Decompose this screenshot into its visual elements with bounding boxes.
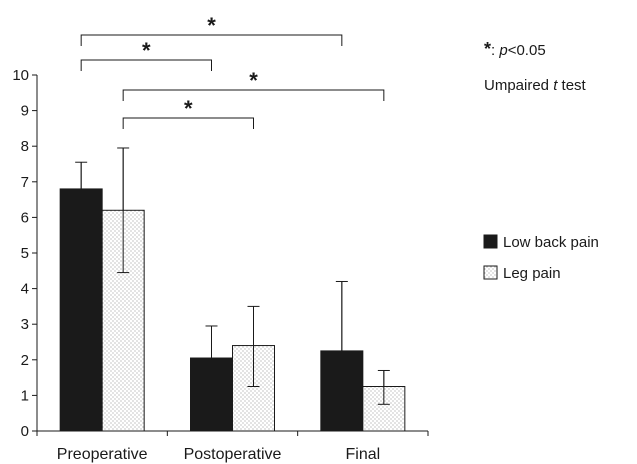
bar-group xyxy=(101,147,145,432)
significance-bracket xyxy=(122,117,254,129)
legend-swatch xyxy=(483,265,498,280)
significance-bracket xyxy=(122,89,385,101)
y-tick-label: 10 xyxy=(12,67,29,84)
note-colon: : xyxy=(491,42,499,59)
y-tick-label: 3 xyxy=(21,316,29,333)
bar-group xyxy=(320,280,364,432)
y-tick-label: 8 xyxy=(21,138,29,155)
y-tick-label: 1 xyxy=(21,387,29,404)
bar xyxy=(190,357,233,432)
note-p-variable: p xyxy=(498,42,507,59)
note-p-threshold: <0.05 xyxy=(508,42,546,59)
test-note: Umpaired t test xyxy=(484,77,587,94)
y-tick-label: 7 xyxy=(21,174,29,191)
significance-bracket xyxy=(80,34,343,46)
note-star: * xyxy=(484,39,491,59)
y-tick-label: 0 xyxy=(21,423,29,440)
bars xyxy=(59,147,406,432)
legend-label: Leg pain xyxy=(503,265,561,282)
bar-group xyxy=(59,161,103,432)
p-value-note: *: p<0.05 xyxy=(484,39,546,59)
significance-star: * xyxy=(207,13,216,38)
y-tick-label: 6 xyxy=(21,209,29,226)
y-tick-label: 4 xyxy=(21,281,29,298)
significance-star: * xyxy=(142,38,151,63)
legend: Low back pain Leg pain xyxy=(483,234,599,282)
significance-brackets: * * * * xyxy=(80,13,385,129)
legend-label: Low back pain xyxy=(503,234,599,251)
note-test-variable: t xyxy=(553,77,558,94)
significance-star: * xyxy=(249,68,258,93)
y-tick-label: 2 xyxy=(21,352,29,369)
x-category-label: Final xyxy=(345,446,380,463)
bar xyxy=(320,350,364,432)
note-test-suffix: test xyxy=(557,77,586,94)
bar-group xyxy=(362,369,406,432)
bar-group xyxy=(190,325,233,432)
significance-star: * xyxy=(184,96,193,121)
legend-swatch xyxy=(483,234,498,249)
x-category-label: Postoperative xyxy=(184,446,282,463)
bar xyxy=(59,188,103,432)
x-category-label: Preoperative xyxy=(57,446,148,463)
y-tick-label: 5 xyxy=(21,245,29,262)
y-tick-label: 9 xyxy=(21,103,29,120)
bar-group xyxy=(232,305,275,432)
annotation-note: *: p<0.05 Umpaired t test xyxy=(484,39,587,94)
significance-bracket xyxy=(80,59,212,71)
note-test-prefix: Umpaired xyxy=(484,77,553,94)
